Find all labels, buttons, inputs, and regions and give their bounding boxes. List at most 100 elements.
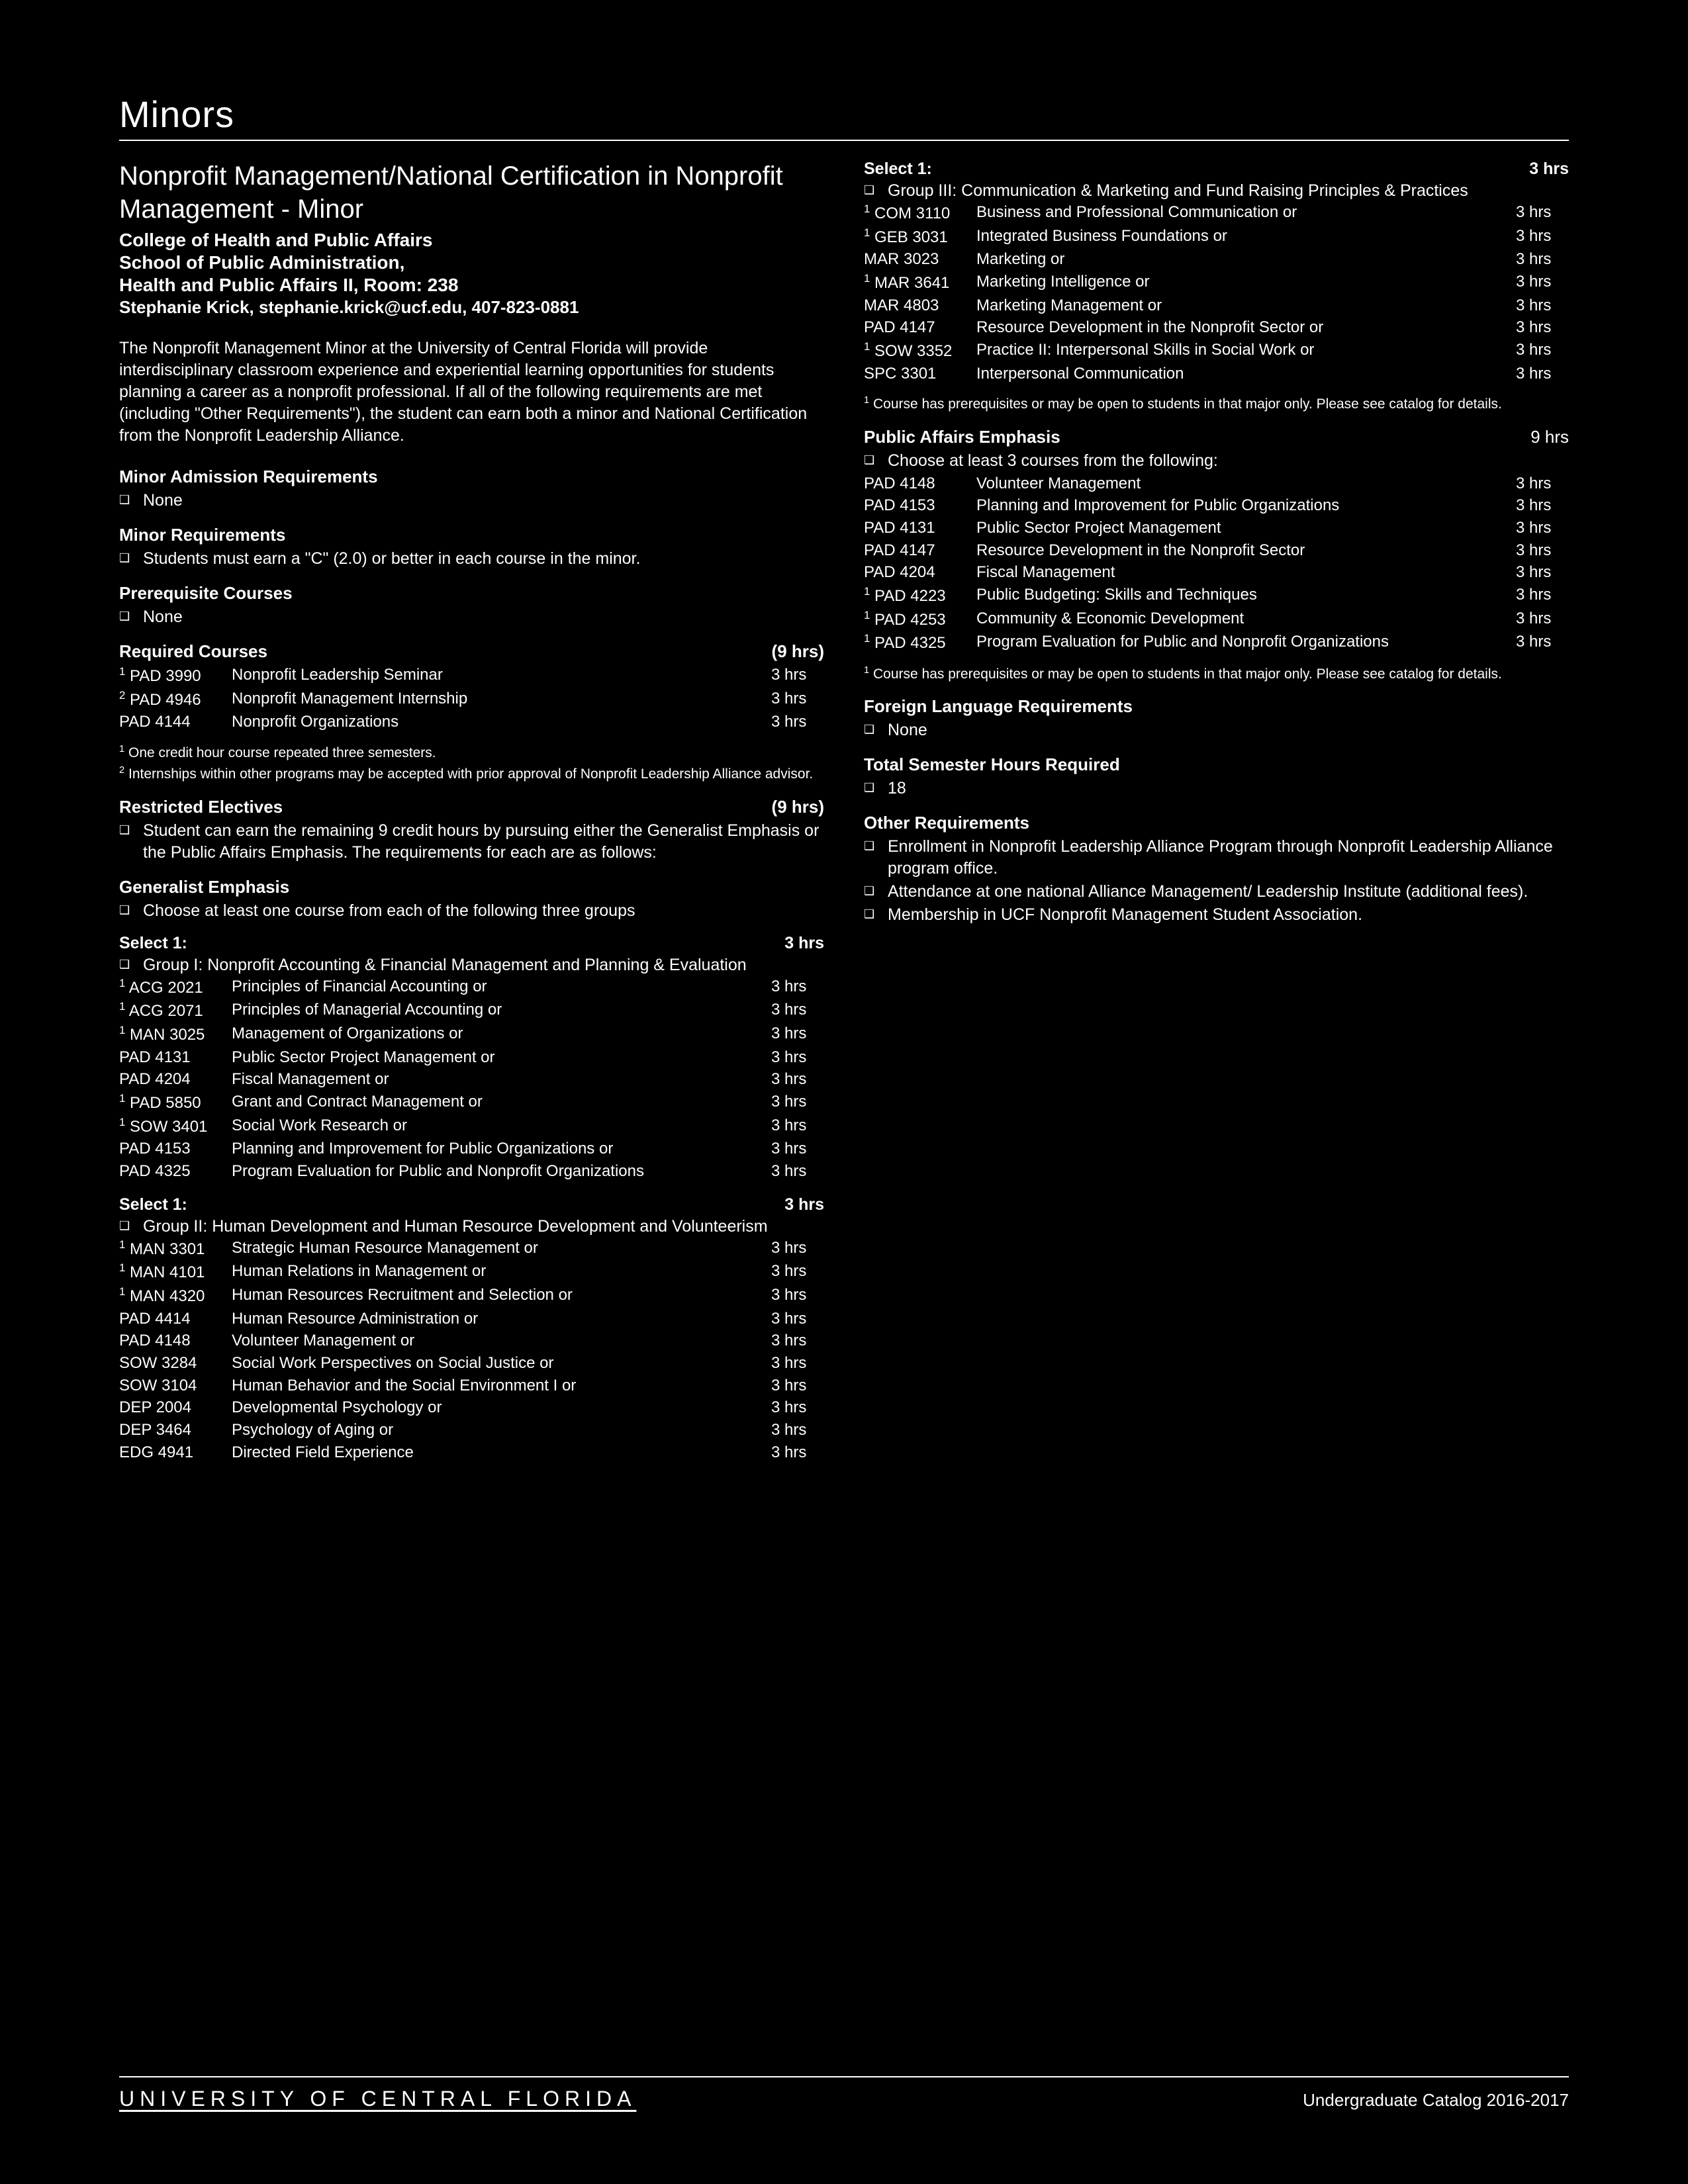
course-code: PAD 4148	[119, 1330, 232, 1353]
restricted-bullet: ❑Student can earn the remaining 9 credit…	[119, 820, 824, 864]
course-title: Human Behavior and the Social Environmen…	[232, 1375, 771, 1398]
course-row: PAD 4147Resource Development in the Nonp…	[864, 540, 1569, 563]
course-title: Marketing Management or	[976, 295, 1516, 318]
course-code: SOW 3284	[119, 1353, 232, 1375]
course-title: Public Sector Project Management	[976, 518, 1516, 540]
course-hours: 3 hrs	[1516, 226, 1569, 250]
course-code: 1 MAR 3641	[864, 271, 976, 295]
course-title: Volunteer Management	[976, 473, 1516, 496]
course-hours: 3 hrs	[1516, 518, 1569, 540]
page-footer: UNIVERSITY OF CENTRAL FLORIDA Undergradu…	[119, 2076, 1569, 2111]
course-code: PAD 4131	[119, 1047, 232, 1069]
course-hours: 3 hrs	[771, 664, 824, 688]
course-hours: 3 hrs	[771, 1138, 824, 1161]
footer-catalog: Undergraduate Catalog 2016-2017	[1303, 2090, 1569, 2111]
course-hours: 3 hrs	[771, 1308, 824, 1331]
course-row: PAD 4325Program Evaluation for Public an…	[119, 1161, 824, 1183]
course-title: Developmental Psychology or	[232, 1397, 771, 1420]
admission-heading: Minor Admission Requirements	[119, 467, 824, 487]
course-title: Practice II: Interpersonal Skills in Soc…	[976, 340, 1516, 363]
course-hours: 3 hrs	[1516, 562, 1569, 584]
course-code: 1 ACG 2071	[119, 999, 232, 1023]
pa-emph-bullet: ❑Choose at least 3 courses from the foll…	[864, 450, 1569, 472]
group2-table: 1 MAN 3301Strategic Human Resource Manag…	[119, 1238, 824, 1465]
course-row: MAR 4803Marketing Management or3 hrs	[864, 295, 1569, 318]
course-code: PAD 4204	[119, 1069, 232, 1091]
course-title: Social Work Research or	[232, 1115, 771, 1139]
prereq-none: ❑None	[119, 606, 824, 628]
course-hours: 3 hrs	[771, 1091, 824, 1115]
restricted-heading-hrs: (9 hrs)	[772, 797, 824, 817]
course-title: Directed Field Experience	[232, 1442, 771, 1465]
course-row: PAD 4153Planning and Improvement for Pub…	[119, 1138, 824, 1161]
course-row: 1 PAD 4325Program Evaluation for Public …	[864, 631, 1569, 655]
other-2: ❑Attendance at one national Alliance Man…	[864, 881, 1569, 903]
course-row: SOW 3284Social Work Perspectives on Soci…	[119, 1353, 824, 1375]
course-title: Management of Organizations or	[232, 1023, 771, 1047]
course-code: 2 PAD 4946	[119, 688, 232, 712]
course-title: Program Evaluation for Public and Nonpro…	[232, 1161, 771, 1183]
course-title: Grant and Contract Management or	[232, 1091, 771, 1115]
college-line: College of Health and Public Affairs	[119, 230, 824, 251]
pa-table: PAD 4148Volunteer Management3 hrsPAD 415…	[864, 473, 1569, 655]
course-title: Fiscal Management	[976, 562, 1516, 584]
course-row: DEP 2004Developmental Psychology or3 hrs	[119, 1397, 824, 1420]
page: Minors Nonprofit Management/National Cer…	[0, 0, 1688, 1464]
footnote-1: 1 One credit hour course repeated three …	[119, 743, 824, 762]
course-code: 1 MAN 4320	[119, 1285, 232, 1308]
other-3: ❑Membership in UCF Nonprofit Management …	[864, 904, 1569, 926]
course-row: 1 PAD 4223Public Budgeting: Skills and T…	[864, 584, 1569, 608]
restricted-heading: Restricted Electives (9 hrs)	[119, 797, 824, 817]
required-heading: Required Courses (9 hrs)	[119, 641, 824, 662]
generalist-bullet: ❑Choose at least one course from each of…	[119, 900, 824, 922]
course-title: Strategic Human Resource Management or	[232, 1238, 771, 1261]
group2-head: ❑Group II: Human Development and Human R…	[119, 1216, 824, 1238]
course-code: 1 PAD 5850	[119, 1091, 232, 1115]
course-code: PAD 4148	[864, 473, 976, 496]
total-hrs: ❑18	[864, 778, 1569, 799]
course-row: PAD 4147Resource Development in the Nonp…	[864, 317, 1569, 340]
course-title: Volunteer Management or	[232, 1330, 771, 1353]
course-code: 1 PAD 4223	[864, 584, 976, 608]
course-code: 1 MAN 3025	[119, 1023, 232, 1047]
course-title: Community & Economic Development	[976, 608, 1516, 632]
select1-g1: Select 1:3 hrs	[119, 934, 824, 953]
course-title: Resource Development in the Nonprofit Se…	[976, 540, 1516, 563]
course-code: 1 SOW 3352	[864, 340, 976, 363]
course-title: Public Sector Project Management or	[232, 1047, 771, 1069]
course-row: PAD 4131Public Sector Project Management…	[864, 518, 1569, 540]
course-code: PAD 4204	[864, 562, 976, 584]
course-hours: 3 hrs	[771, 1115, 824, 1139]
total-heading: Total Semester Hours Required	[864, 754, 1569, 775]
course-row: EDG 4941Directed Field Experience3 hrs	[119, 1442, 824, 1465]
course-code: EDG 4941	[119, 1442, 232, 1465]
course-row: 1 MAN 4320Human Resources Recruitment an…	[119, 1285, 824, 1308]
course-code: 1 MAN 4101	[119, 1261, 232, 1285]
course-title: Human Relations in Management or	[232, 1261, 771, 1285]
course-hours: 3 hrs	[1516, 295, 1569, 318]
course-title: Resource Development in the Nonprofit Se…	[976, 317, 1516, 340]
course-hours: 3 hrs	[1516, 317, 1569, 340]
course-row: SOW 3104Human Behavior and the Social En…	[119, 1375, 824, 1398]
course-row: PAD 4204Fiscal Management3 hrs	[864, 562, 1569, 584]
contact-line: Stephanie Krick, stephanie.krick@ucf.edu…	[119, 297, 824, 318]
course-code: DEP 3464	[119, 1420, 232, 1442]
program-title: Nonprofit Management/National Certificat…	[119, 159, 824, 226]
group1-head: ❑Group I: Nonprofit Accounting & Financi…	[119, 954, 824, 976]
foreign-heading: Foreign Language Requirements	[864, 696, 1569, 717]
required-heading-text: Required Courses	[119, 641, 267, 662]
course-row: 2 PAD 4946Nonprofit Management Internshi…	[119, 688, 824, 712]
foreign-heading-text: Foreign Language Requirements	[864, 696, 1133, 717]
course-code: 1 COM 3110	[864, 202, 976, 226]
course-hours: 3 hrs	[1516, 584, 1569, 608]
course-code: PAD 4414	[119, 1308, 232, 1331]
course-title: Human Resource Administration or	[232, 1308, 771, 1331]
course-hours: 3 hrs	[1516, 473, 1569, 496]
two-column-layout: Nonprofit Management/National Certificat…	[119, 159, 1569, 1464]
footnote-prereq-1: 1 Course has prerequisites or may be ope…	[864, 394, 1569, 413]
bullet-none: ❑None	[119, 490, 824, 512]
course-row: PAD 4414Human Resource Administration or…	[119, 1308, 824, 1331]
course-row: 1 MAR 3641Marketing Intelligence or3 hrs	[864, 271, 1569, 295]
course-hours: 3 hrs	[771, 1330, 824, 1353]
course-code: 1 PAD 4253	[864, 608, 976, 632]
